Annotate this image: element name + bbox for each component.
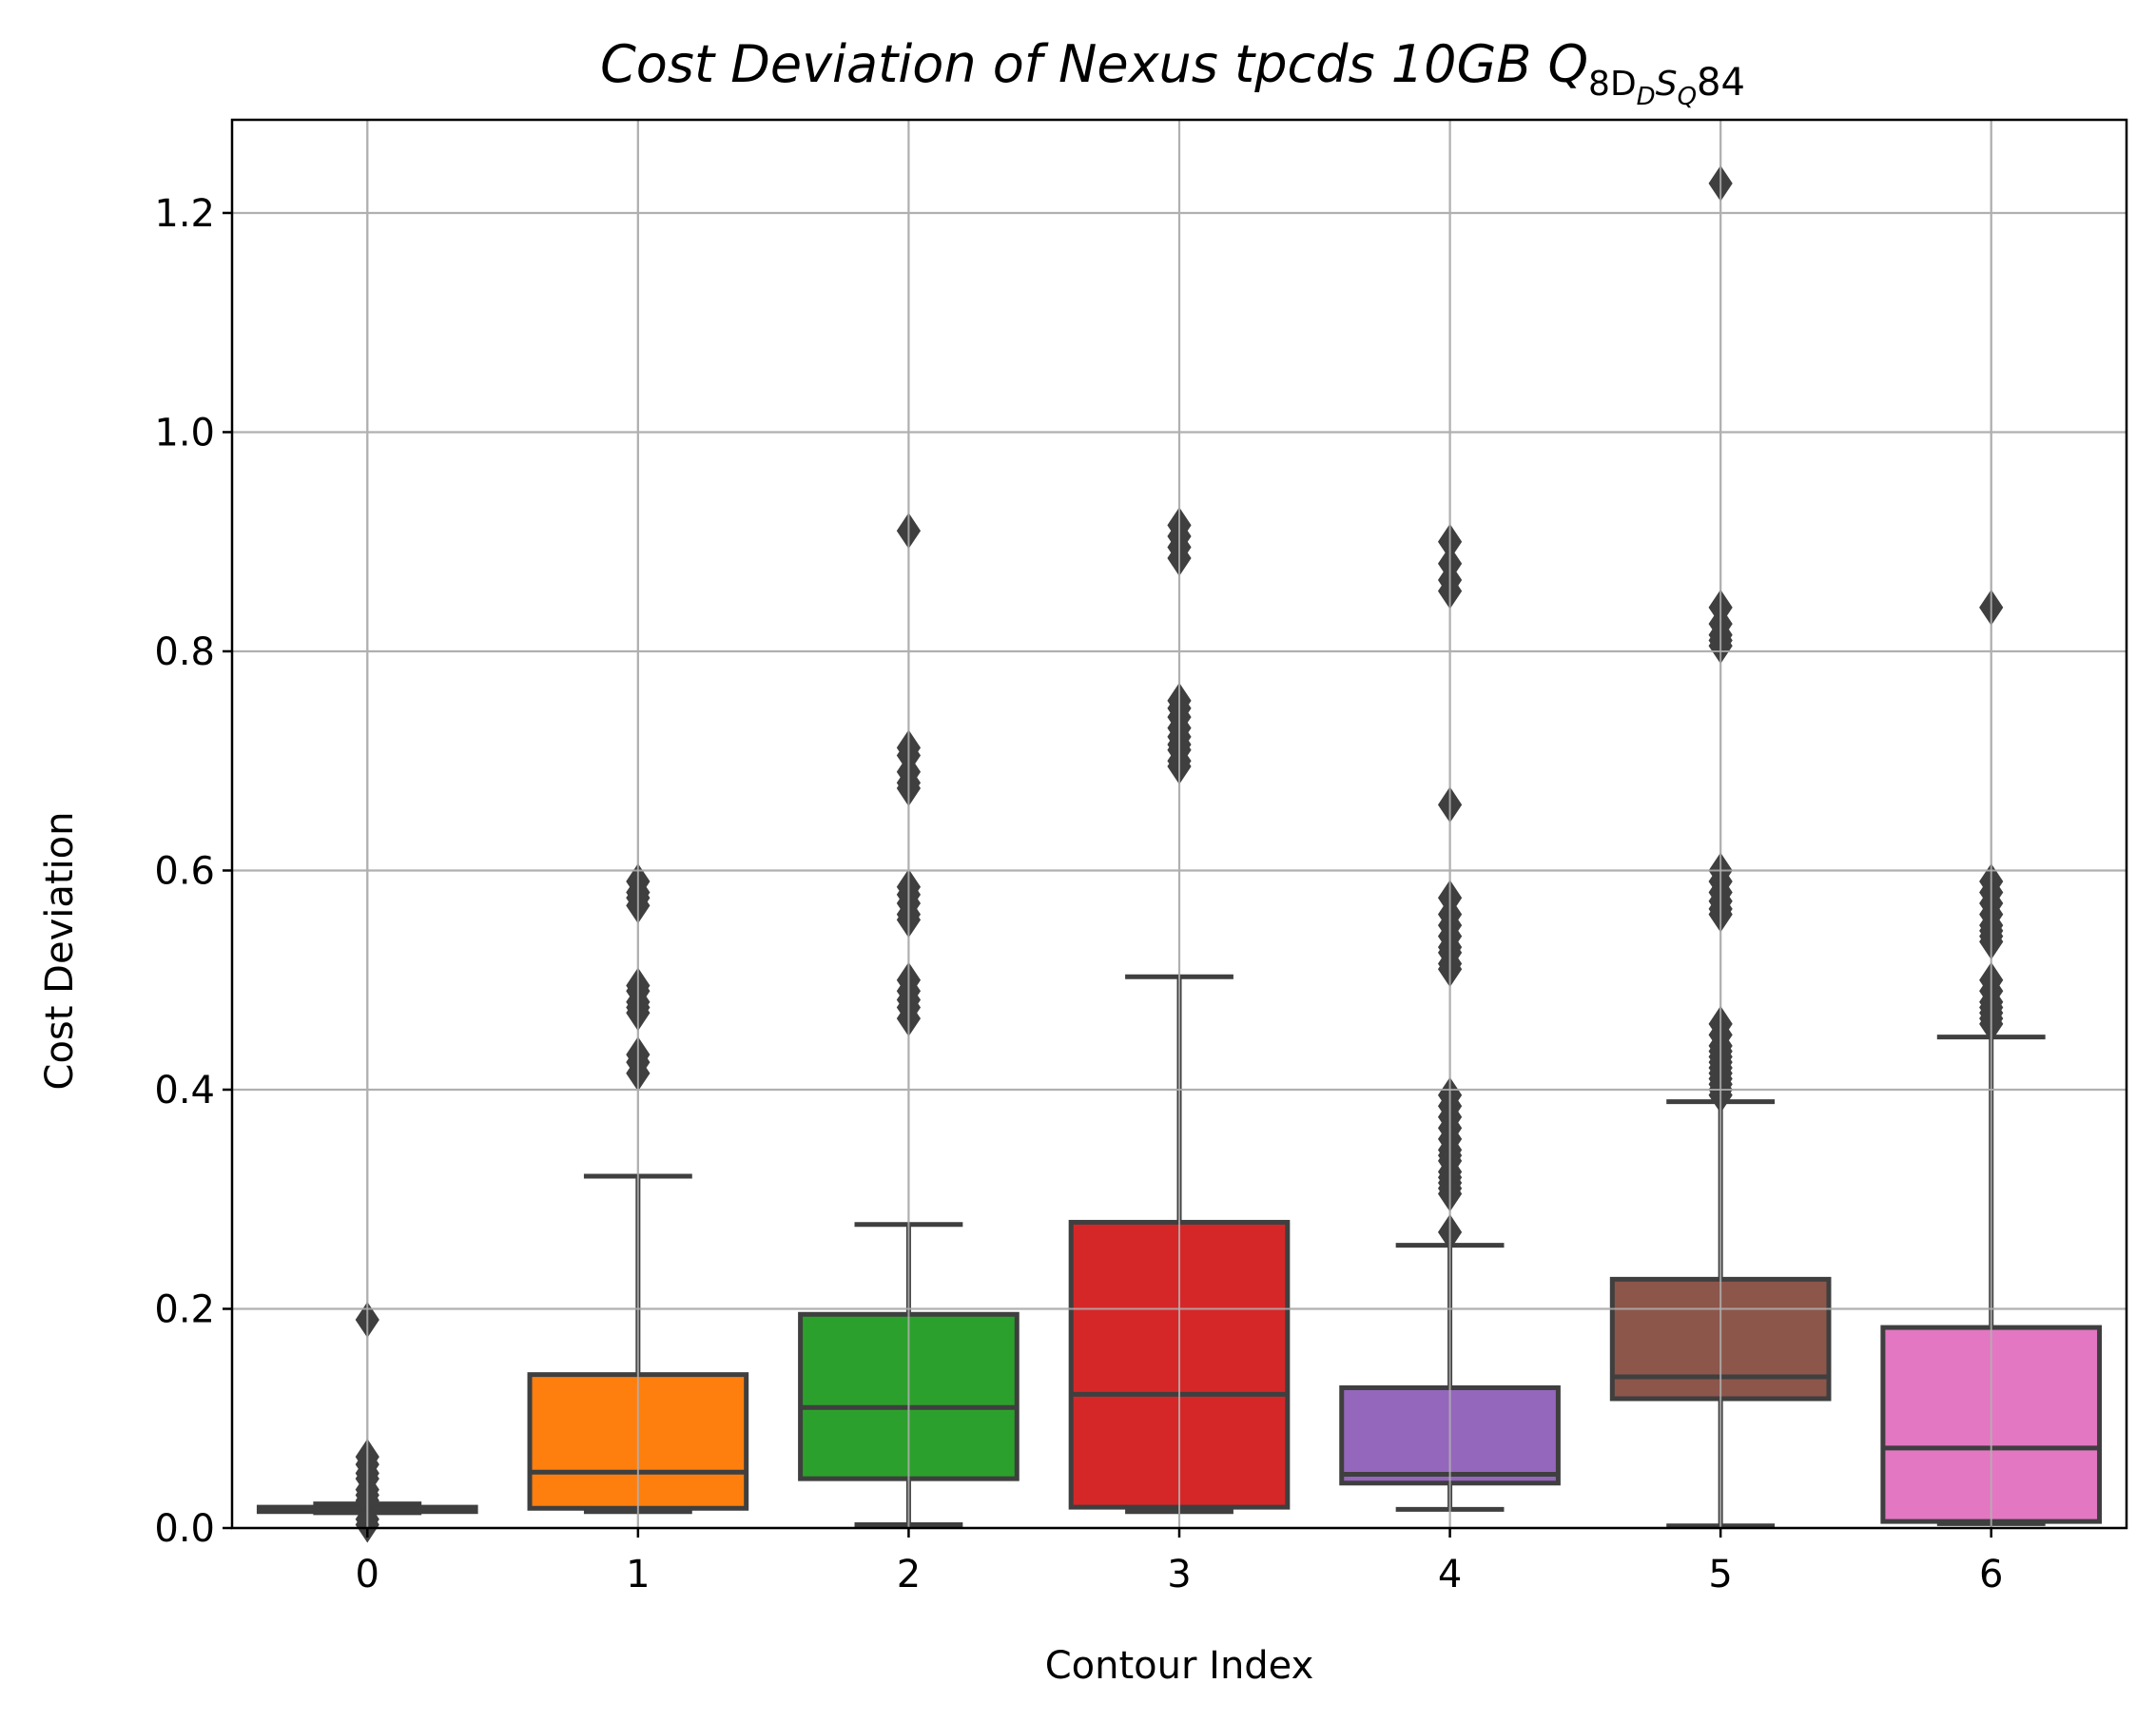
y-tick-label-0: 0.0 [154,1507,215,1551]
y-tick-label-4: 0.8 [154,630,215,674]
x-axis-label: Contour Index [1045,1644,1314,1688]
y-axis-label: Cost Deviation [38,812,82,1091]
chart-title-subscript-4: Q [1678,83,1697,111]
chart-title: Cost Deviation of Nexus tpcds 10GB Q8DDS… [600,34,1745,111]
x-tick-label-6: 6 [1979,1553,2003,1596]
chart-title-main: Cost Deviation of Nexus tpcds 10GB Q [600,34,1588,94]
x-tick-label-0: 0 [356,1553,379,1596]
chart-title-subscript-3: S [1656,65,1678,104]
x-tick-label-4: 4 [1438,1553,1462,1596]
y-tick-label-3: 0.6 [154,849,215,893]
box-layer [232,120,2127,1543]
chart-title-subscript: 8D [1588,65,1637,104]
axis-layer: 0.0 0.2 0.4 0.6 0.8 1.0 1.2 0 1 2 3 4 5 6 [154,118,2128,1596]
chart-title-subscript-2: D [1637,83,1656,111]
x-tick-label-2: 2 [897,1553,921,1596]
chart-title-suffix: 84 [1697,61,1745,105]
x-tick-label-3: 3 [1167,1553,1191,1596]
y-tick-label-2: 0.4 [154,1069,215,1113]
x-tick-label-1: 1 [626,1553,650,1596]
y-tick-label-5: 1.0 [154,411,215,455]
x-tick-label-5: 5 [1708,1553,1732,1596]
y-tick-label-1: 0.2 [154,1287,215,1331]
y-tick-label-6: 1.2 [154,192,215,236]
